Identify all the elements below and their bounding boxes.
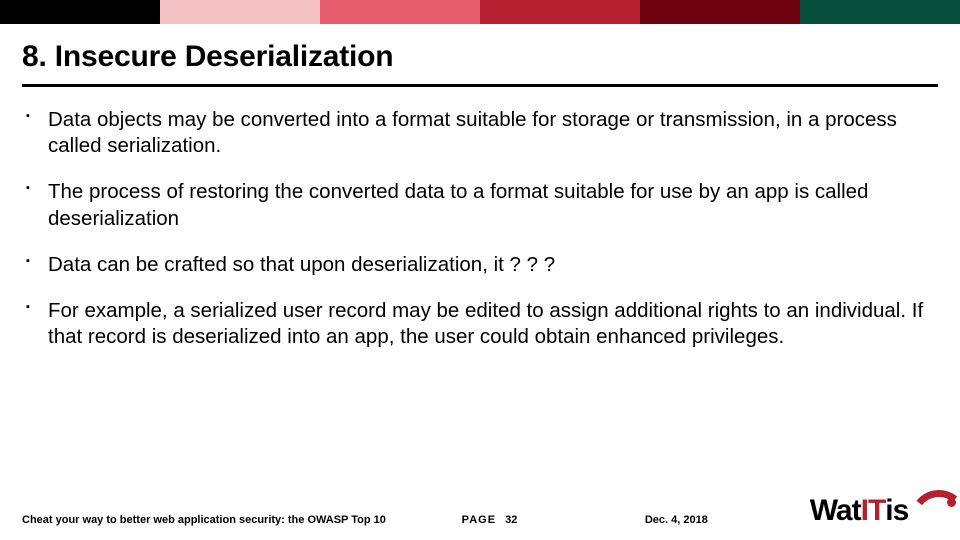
bullet-item: Data can be crafted so that upon deseria… (22, 252, 938, 278)
watitis-logo: WatITis (810, 484, 955, 526)
footer-logo-area: WatITis (810, 484, 955, 526)
footer-page: PAGE 32 (462, 514, 645, 526)
bar-seg-3 (320, 0, 480, 24)
bar-seg-6 (800, 0, 960, 24)
bar-seg-1 (0, 0, 160, 24)
bar-seg-4 (480, 0, 640, 24)
slide: 8. Insecure Deserialization Data objects… (0, 0, 960, 540)
footer-title: Cheat your way to better web application… (22, 514, 462, 526)
logo-dot-icon (947, 498, 956, 507)
logo-post: is (885, 496, 908, 526)
top-color-bar (0, 0, 960, 24)
footer: Cheat your way to better web application… (0, 484, 960, 526)
bullet-list: Data objects may be converted into a for… (22, 107, 938, 351)
page-label: PAGE (462, 514, 496, 526)
slide-body: Data objects may be converted into a for… (0, 87, 960, 351)
footer-date: Dec. 4, 2018 (645, 514, 810, 526)
bullet-item: The process of restoring the converted d… (22, 179, 938, 231)
slide-title: 8. Insecure Deserialization (22, 40, 938, 74)
bar-seg-2 (160, 0, 320, 24)
logo-text: WatITis (810, 496, 909, 526)
bar-seg-5 (640, 0, 800, 24)
bullet-item: Data objects may be converted into a for… (22, 107, 938, 159)
page-number: 32 (505, 514, 517, 526)
title-row: 8. Insecure Deserialization (22, 36, 938, 87)
logo-swoosh-icon (910, 484, 954, 528)
logo-pre: Wat (810, 496, 861, 526)
bullet-item: For example, a serialized user record ma… (22, 298, 938, 350)
logo-mid: IT (861, 496, 886, 526)
